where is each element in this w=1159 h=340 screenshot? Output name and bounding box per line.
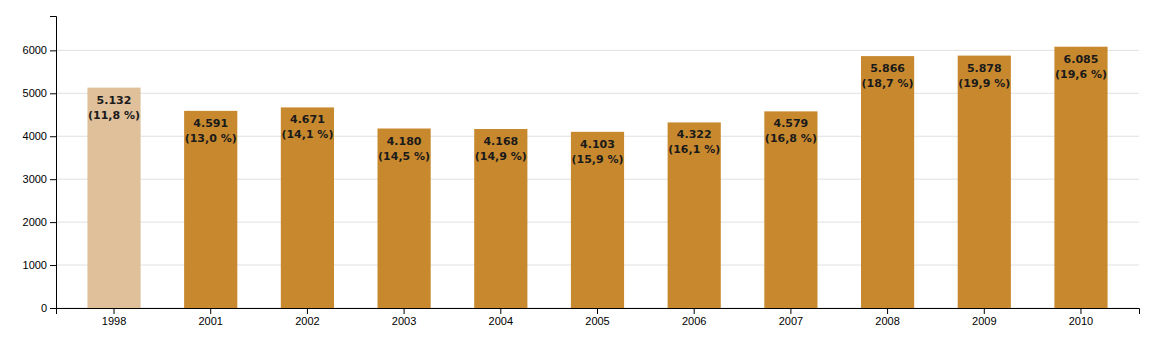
share-label: (16,1 %) [668, 143, 720, 156]
y-tick-mark [50, 179, 56, 180]
share-label: (11,8 %) [88, 109, 140, 122]
x-tick-mark [114, 308, 115, 314]
x-tick-mark [694, 308, 695, 314]
data-labels: 5.132 (11,8 %) 4.591 (13,0 %) 4.671 (14,1 %) 4… [88, 53, 1107, 166]
x-tick: 2005 [585, 308, 609, 327]
plot: 0 1000 2000 3000 4000 5000 6000 1998 2001 2002 200… [23, 17, 1140, 327]
x-tick: 2007 [779, 308, 803, 327]
bar [474, 129, 527, 308]
x-tick-mark [500, 308, 501, 314]
bar [378, 129, 431, 308]
x-tick: 2002 [295, 308, 319, 327]
y-tick-mark [50, 265, 56, 266]
x-tick: 1998 [102, 308, 126, 327]
y-tick: 2000 [23, 216, 56, 228]
x-tick-mark [210, 308, 211, 314]
x-tick-label: 2006 [682, 315, 706, 327]
x-tick: 2008 [875, 308, 899, 327]
y-tick-mark [50, 50, 56, 51]
share-label: (13,0 %) [185, 132, 237, 145]
y-tick: 6000 [23, 44, 56, 56]
x-axis: 1998 2001 2002 2003 2004 2005 2006 2007 2008 2009… [57, 308, 1140, 327]
x-tick-mark [984, 308, 985, 314]
x-tick-label: 2003 [392, 315, 416, 327]
x-tick: 2001 [198, 308, 222, 327]
share-label: (16,8 %) [765, 132, 817, 145]
y-tick-label: 1000 [23, 259, 47, 271]
data-label: 4.671 [290, 113, 325, 126]
y-tick-mark [50, 93, 56, 94]
data-label: 6.085 [1064, 53, 1099, 66]
y-tick: 5000 [23, 87, 56, 99]
data-label: 4.322 [677, 128, 712, 141]
data-label: 4.180 [387, 135, 422, 148]
y-tick-label: 0 [41, 302, 47, 314]
y-tick-label: 4000 [23, 130, 47, 142]
bar [861, 56, 914, 308]
x-tick-label: 2004 [489, 315, 513, 327]
bar [571, 132, 624, 308]
bar [281, 107, 334, 308]
x-tick-label: 2002 [295, 315, 319, 327]
share-label: (14,1 %) [281, 128, 333, 141]
x-tick-mark [887, 308, 888, 314]
y-tick: 0 [41, 302, 56, 314]
chart: 0 1000 2000 3000 4000 5000 6000 1998 2001 2002 200… [0, 0, 1159, 340]
data-label: 4.591 [193, 117, 228, 130]
y-tick-mark [50, 222, 56, 223]
x-tick-mark [1080, 308, 1081, 314]
x-tick-label: 1998 [102, 315, 126, 327]
grid-line [56, 50, 1139, 51]
data-label: 4.579 [773, 117, 808, 130]
bar [87, 88, 140, 308]
x-tick-label: 2007 [779, 315, 803, 327]
y-tick-label: 6000 [23, 44, 47, 56]
y-axis-line [50, 17, 57, 309]
y-tick: 3000 [23, 173, 56, 185]
x-tick: 2003 [392, 308, 416, 327]
bars [87, 47, 1107, 308]
share-label: (14,9 %) [475, 150, 527, 163]
bar [958, 56, 1011, 308]
y-tick-label: 2000 [23, 216, 47, 228]
share-label: (19,9 %) [958, 77, 1010, 90]
x-tick-mark [597, 308, 598, 314]
share-label: (15,9 %) [571, 153, 623, 166]
bar [668, 122, 721, 308]
x-tick-label: 2010 [1069, 315, 1093, 327]
x-tick-label: 2008 [875, 315, 899, 327]
share-label: (14,5 %) [378, 150, 430, 163]
bar [184, 111, 237, 308]
y-tick-label: 3000 [23, 173, 47, 185]
x-axis-line [57, 309, 1140, 315]
y-tick: 1000 [23, 259, 56, 271]
data-label: 4.103 [580, 138, 615, 151]
data-label: 5.866 [870, 62, 905, 75]
data-label: 5.878 [967, 62, 1002, 75]
bar [1054, 47, 1107, 308]
x-tick: 2004 [489, 308, 513, 327]
y-axis: 0 1000 2000 3000 4000 5000 6000 [23, 17, 57, 315]
x-tick-label: 2001 [198, 315, 222, 327]
bar [764, 111, 817, 308]
share-label: (18,7 %) [862, 77, 914, 90]
x-tick-label: 2005 [585, 315, 609, 327]
x-tick-mark [307, 308, 308, 314]
share-label: (19,6 %) [1055, 68, 1107, 81]
x-tick: 2006 [682, 308, 706, 327]
grid [56, 50, 1139, 308]
x-tick-label: 2009 [972, 315, 996, 327]
y-tick-mark [50, 308, 56, 309]
y-tick-mark [50, 136, 56, 137]
x-tick: 2010 [1069, 308, 1093, 327]
data-label: 4.168 [483, 135, 518, 148]
x-tick-mark [790, 308, 791, 314]
data-label: 5.132 [97, 94, 132, 107]
y-tick: 4000 [23, 130, 56, 142]
y-tick-label: 5000 [23, 87, 47, 99]
x-tick: 2009 [972, 308, 996, 327]
x-tick-mark [404, 308, 405, 314]
